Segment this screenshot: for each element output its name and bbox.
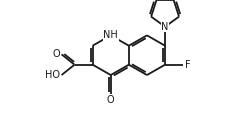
Text: HO: HO	[45, 70, 60, 80]
Text: NH: NH	[103, 30, 118, 40]
Text: F: F	[185, 60, 191, 70]
Text: N: N	[161, 22, 169, 32]
Text: O: O	[52, 49, 60, 59]
Text: O: O	[107, 95, 114, 105]
